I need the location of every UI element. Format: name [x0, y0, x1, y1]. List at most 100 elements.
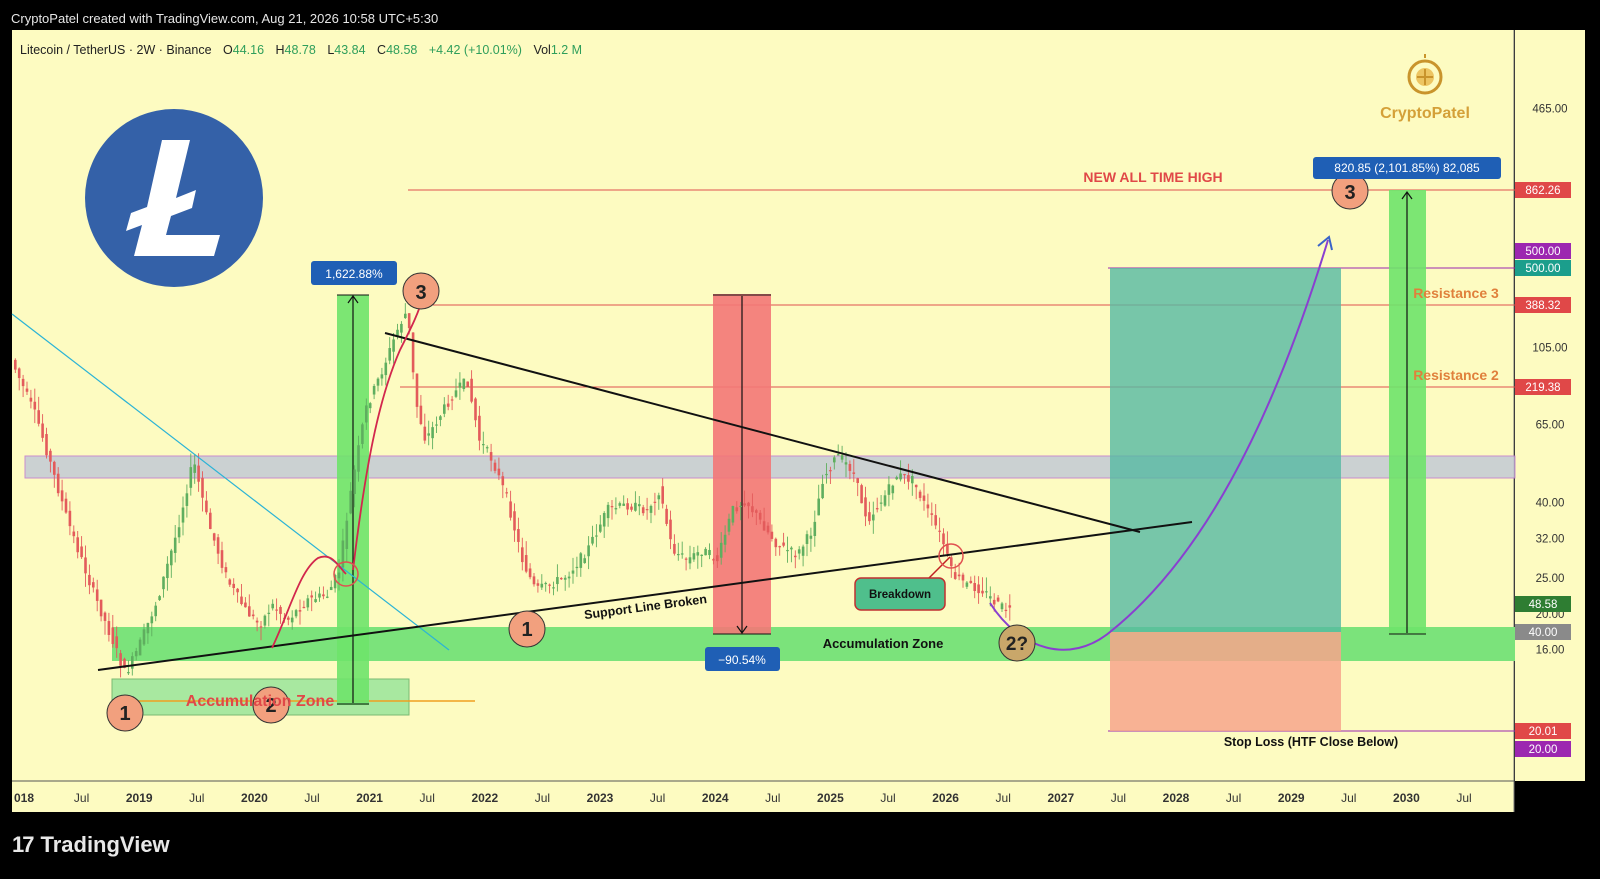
candle-body [903, 474, 906, 476]
candle-body [778, 546, 781, 548]
candle-body [969, 580, 973, 584]
x-tick-label: 2020 [241, 791, 268, 805]
candle-body [973, 582, 976, 591]
candle-body [794, 555, 797, 558]
y-tick-label: 65.00 [1536, 420, 1565, 432]
price-tag-text: 219.38 [1525, 382, 1560, 394]
price-tag [1515, 723, 1571, 739]
candle-body [587, 545, 590, 557]
candle-body [981, 590, 984, 594]
candle-body [318, 593, 321, 598]
candle-body [84, 557, 87, 574]
x-tick-label: 2019 [126, 791, 153, 805]
legend-low: 43.84 [334, 43, 365, 57]
x-tick-label: 2021 [356, 791, 383, 805]
candle-body [942, 533, 945, 545]
svg-text:3: 3 [1344, 182, 1355, 204]
x-tick-label: Jul [304, 791, 319, 805]
price-tag [1515, 243, 1571, 259]
candle-body [60, 490, 64, 502]
candle-body [357, 445, 360, 472]
candle-body [602, 513, 606, 527]
candle-body [513, 511, 516, 531]
candle-body [224, 567, 228, 573]
symbol-legend[interactable]: Litecoin / TetherUS · 2W · Binance O44.1… [20, 43, 582, 57]
candle-body [337, 572, 341, 579]
candle-body [376, 378, 380, 386]
price-tag [1515, 260, 1571, 276]
candle-body [251, 614, 255, 617]
candle-body [439, 416, 442, 420]
candle-body [848, 463, 852, 471]
candle-body [977, 584, 980, 594]
candle-body [599, 524, 602, 532]
candle-body [852, 472, 856, 474]
candle-body [825, 473, 828, 476]
price-tag [1515, 379, 1571, 395]
candle-body [918, 491, 922, 498]
candle-body [836, 454, 840, 456]
candle-body [400, 323, 403, 333]
candle-body [267, 612, 271, 614]
pivot-circle-early [333, 561, 359, 587]
cryptopatel-logo: CryptoPatel [1380, 54, 1470, 122]
candle-body [189, 467, 193, 488]
x-tick-label: 2022 [471, 791, 498, 805]
candle-body [392, 339, 395, 352]
candle-body [365, 405, 368, 423]
candle-body [33, 401, 37, 410]
candle-body [669, 519, 672, 540]
descending-trendline-cyan [11, 313, 450, 651]
tradingview-logo[interactable]: 17 TradingView [12, 832, 170, 858]
time-axis[interactable]: 018 Jul 2019 Jul 2020 Jul 2021 Jul 2022 Jul 2023 Ju… [14, 791, 1472, 805]
candle-body [431, 427, 434, 439]
candle-body [712, 559, 715, 561]
price-tag-text: 48.58 [1529, 599, 1558, 611]
x-tick-label: 2026 [932, 791, 959, 805]
candle-body [528, 568, 532, 578]
breakdown-circle [938, 543, 964, 569]
candle-body [739, 505, 742, 508]
svg-text:−90.54%: −90.54% [718, 653, 766, 667]
candle-body [758, 512, 762, 520]
candle-body [1008, 605, 1012, 608]
candle-body [384, 362, 388, 376]
candle-body [657, 495, 661, 500]
svg-text:2?: 2? [1006, 634, 1028, 655]
candle-body [833, 457, 836, 463]
candle-body [329, 586, 333, 591]
candle-body [427, 433, 430, 436]
candle-body [181, 507, 185, 523]
candle-body [333, 574, 337, 589]
candle-body [302, 606, 306, 609]
candle-body [458, 382, 462, 388]
candle-body [236, 588, 239, 593]
candle-body [926, 504, 930, 509]
x-tick-label: 2030 [1393, 791, 1420, 805]
candle-body [380, 374, 384, 379]
candle-body [548, 584, 551, 586]
candle-body [583, 558, 586, 564]
resistance3-label: Resistance 3 [1413, 285, 1499, 301]
svg-text:1: 1 [119, 703, 130, 725]
breakdown-callout: Breakdown [854, 577, 946, 611]
candle-body [610, 506, 614, 508]
candle-body [774, 538, 778, 548]
candle-body [170, 550, 173, 566]
candle-body [755, 510, 758, 513]
candle-body [809, 535, 813, 539]
candle-body [41, 423, 44, 438]
candle-body [263, 615, 267, 626]
candle-body [415, 373, 419, 407]
candle-body [29, 397, 33, 402]
candle-body [688, 557, 692, 564]
svg-text:2: 2 [265, 695, 276, 717]
candle-body [665, 508, 668, 524]
candle-body [899, 473, 902, 480]
candle-body [131, 656, 134, 669]
x-tick-label: Jul [650, 791, 665, 805]
candle-body [158, 596, 161, 601]
wave-path-rally [352, 293, 425, 571]
candle-body [446, 403, 450, 407]
